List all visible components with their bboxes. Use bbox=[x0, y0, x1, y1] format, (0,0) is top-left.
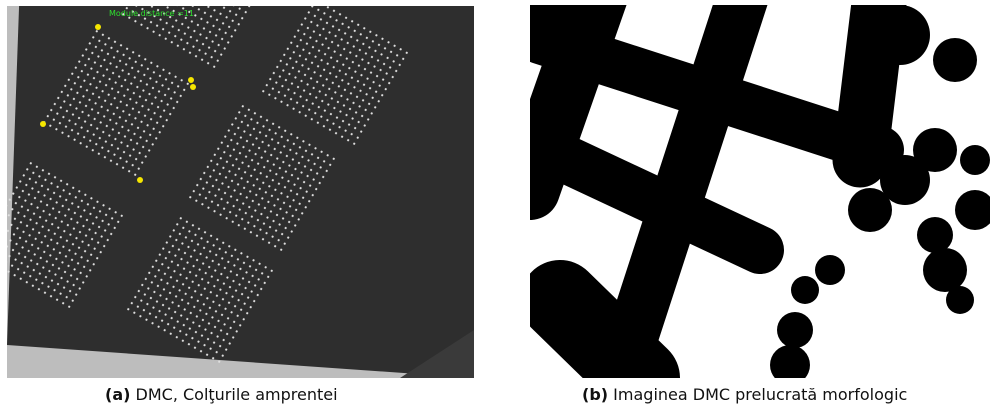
figure-images: Module distance =11 bbox=[0, 0, 1000, 412]
caption-a: (a) DMC, Colţurile amprentei bbox=[105, 385, 338, 404]
blob bbox=[770, 345, 810, 385]
corner-point bbox=[95, 24, 101, 30]
corner-point bbox=[188, 77, 194, 83]
panel-b-image bbox=[525, 0, 995, 390]
blob bbox=[946, 286, 974, 314]
blob bbox=[917, 217, 953, 253]
blob bbox=[777, 312, 813, 348]
caption-text: DMC, Colţurile amprentei bbox=[136, 385, 338, 404]
blob bbox=[870, 5, 930, 65]
panel-a-image: Module distance =11 bbox=[0, 0, 520, 378]
blob bbox=[933, 38, 977, 82]
corner-point bbox=[40, 121, 46, 127]
corner-point bbox=[190, 84, 196, 90]
caption-tag: (a) bbox=[105, 385, 130, 404]
blob bbox=[848, 188, 892, 232]
corner-point bbox=[137, 177, 143, 183]
blob bbox=[815, 255, 845, 285]
blob bbox=[960, 145, 990, 175]
caption-b: (b) Imaginea DMC prelucrată morfologic bbox=[582, 385, 907, 404]
band bbox=[560, 300, 640, 378]
figure-page: Module distance =11 bbox=[0, 0, 1000, 412]
caption-tag: (b) bbox=[582, 385, 608, 404]
blob bbox=[791, 276, 819, 304]
image-label: Module distance =11 bbox=[109, 9, 194, 18]
blob bbox=[923, 248, 967, 292]
caption-text: Imaginea DMC prelucrată morfologic bbox=[613, 385, 907, 404]
blob bbox=[955, 190, 995, 230]
